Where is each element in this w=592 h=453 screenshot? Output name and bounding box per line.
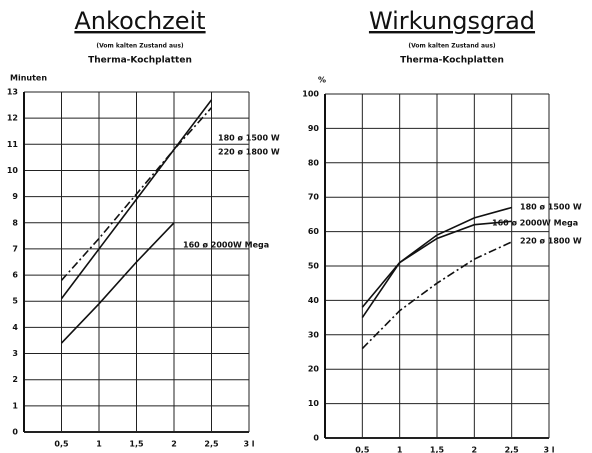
chart-title: Ankochzeit <box>74 7 205 35</box>
x-tick-label: 3 l <box>243 440 254 449</box>
y-tick-label: 40 <box>308 296 320 305</box>
x-tick-label: 3 l <box>543 446 554 453</box>
x-tick-label: 2,5 <box>204 440 219 449</box>
y-tick-label: 11 <box>7 140 19 149</box>
subtitle: (Vom kalten Zustand aus) <box>408 43 496 50</box>
y-tick-label: 80 <box>308 158 320 167</box>
x-tick-label: 2 <box>171 440 177 449</box>
y-tick-label: 20 <box>308 365 320 374</box>
y-tick-label: 5 <box>12 297 18 306</box>
y-tick-label: 2 <box>12 375 18 384</box>
y-tick-label: 1 <box>12 401 18 410</box>
y-tick-label: 8 <box>12 218 18 227</box>
series-label: 180 ø 1500 W <box>520 203 582 212</box>
x-tick-label: 1,5 <box>430 446 445 453</box>
y-tick-label: 4 <box>12 323 18 332</box>
y-tick-label: 30 <box>308 330 320 339</box>
series-label: 180 ø 1500 W <box>218 134 280 143</box>
y-tick-label: 9 <box>12 192 18 201</box>
series-line <box>361 220 512 319</box>
series-line <box>361 241 513 350</box>
y-tick-label: 13 <box>7 88 18 97</box>
y-tick-label: 3 <box>12 349 18 358</box>
y-tick-label: 6 <box>12 271 18 280</box>
y-axis-label: % <box>318 76 326 85</box>
y-tick-label: 60 <box>308 227 320 236</box>
series-line <box>60 222 175 344</box>
subtitle: (Vom kalten Zustand aus) <box>96 43 184 50</box>
series-line <box>361 206 512 308</box>
x-tick-label: 2 <box>472 446 478 453</box>
y-axis-label: Minuten <box>10 74 47 83</box>
y-tick-label: 100 <box>302 90 319 99</box>
subtitle: Therma-Kochplatten <box>400 56 504 66</box>
chart-title: Wirkungsgrad <box>369 7 535 35</box>
subtitle: Therma-Kochplatten <box>88 56 192 66</box>
y-tick-label: 0 <box>12 428 18 437</box>
series-label: 160 ø 2000W Mega <box>492 219 578 228</box>
y-tick-label: 10 <box>7 166 19 175</box>
x-tick-label: 0,5 <box>54 440 69 449</box>
series-line <box>60 107 213 281</box>
y-tick-label: 12 <box>7 114 18 123</box>
series-label: 160 ø 2000W Mega <box>183 241 269 250</box>
y-tick-label: 7 <box>12 244 18 253</box>
series-label: 220 ø 1800 W <box>218 148 280 157</box>
y-tick-label: 0 <box>313 434 319 443</box>
x-tick-label: 1,5 <box>129 440 144 449</box>
series-label: 220 ø 1800 W <box>520 237 582 246</box>
x-tick-label: 1 <box>96 440 102 449</box>
series-line <box>60 99 213 300</box>
y-tick-label: 90 <box>308 124 320 133</box>
x-tick-label: 2,5 <box>505 446 520 453</box>
x-tick-label: 1 <box>397 446 403 453</box>
x-tick-label: 0,5 <box>355 446 370 453</box>
y-tick-label: 50 <box>308 262 320 271</box>
y-tick-label: 70 <box>308 193 320 202</box>
y-tick-label: 10 <box>308 399 320 408</box>
